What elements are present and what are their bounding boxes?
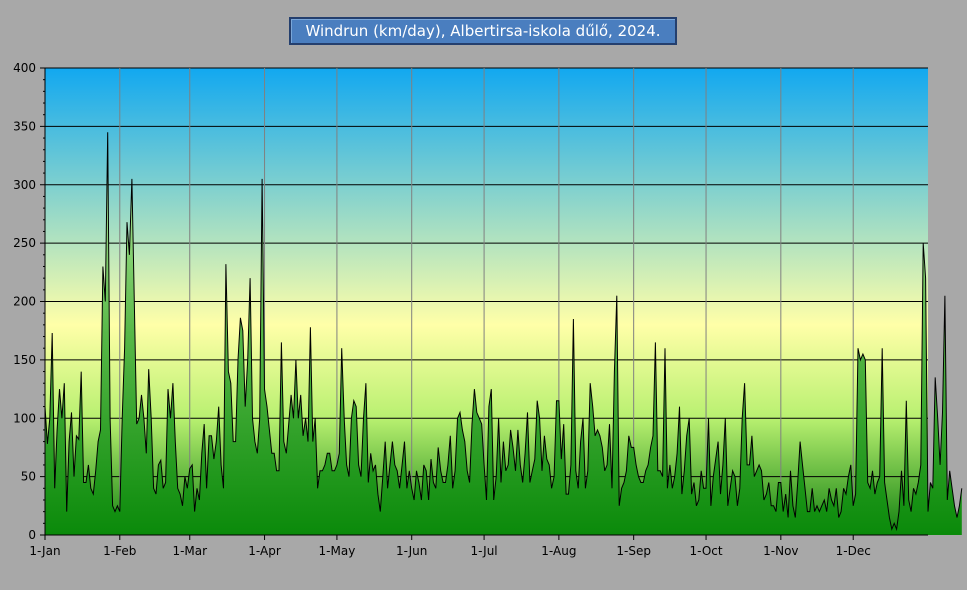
y-tick-label: 200 — [13, 295, 36, 309]
x-tick-label: 1-Nov — [763, 544, 798, 558]
x-tick-label: 1-Aug — [541, 544, 576, 558]
x-tick-label: 1-May — [319, 544, 356, 558]
windrun-line — [44, 132, 963, 532]
chart-title: Windrun (km/day), Albertirsa-iskola dűlő… — [289, 17, 677, 45]
x-tick-label: 1-Jan — [29, 544, 60, 558]
x-axis-labels: 1-Jan 1-Feb 1-Mar 1-Apr 1-May 1-Jun 1-Jul 1-Aug… — [29, 544, 870, 558]
x-tick-label: 1-Dec — [836, 544, 871, 558]
y-tick-label: 400 — [13, 61, 36, 75]
y-tick-label: 350 — [13, 119, 36, 133]
x-tick-label: 1-Jul — [471, 544, 498, 558]
y-axis-labels: 0 50 100 150 200 250 300 350 400 — [13, 61, 36, 542]
y-tick-label: 0 — [28, 528, 36, 542]
x-tick-label: 1-Mar — [172, 544, 207, 558]
axes — [40, 67, 928, 540]
y-tick-label: 100 — [13, 411, 36, 425]
x-tick-label: 1-Oct — [690, 544, 723, 558]
y-tick-label: 300 — [13, 178, 36, 192]
y-tick-label: 250 — [13, 236, 36, 250]
x-tick-label: 1-Sep — [616, 544, 651, 558]
y-tick-label: 150 — [13, 353, 36, 367]
y-tick-label: 50 — [21, 470, 36, 484]
x-tick-label: 1-Jun — [396, 544, 427, 558]
x-tick-label: 1-Apr — [248, 544, 281, 558]
x-tick-label: 1-Feb — [103, 544, 136, 558]
windrun-area — [45, 132, 962, 535]
